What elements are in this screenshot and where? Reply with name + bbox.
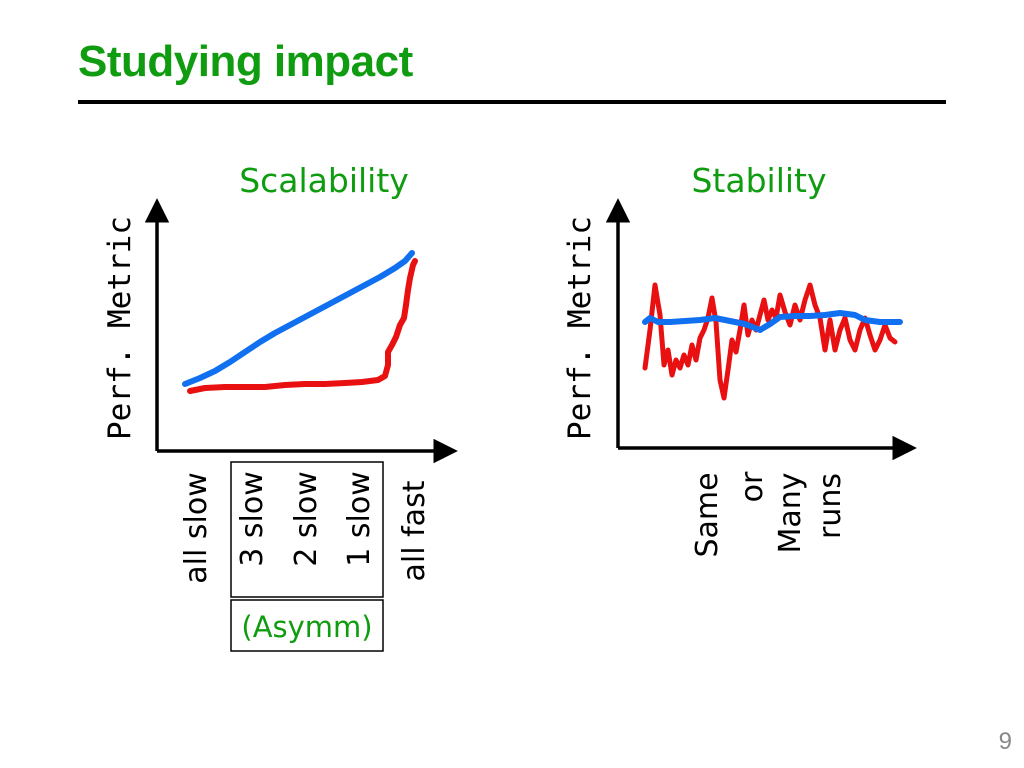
scalability-title: Scalability	[239, 161, 409, 200]
title-divider	[78, 100, 946, 104]
scalability-tick-2-slow: 2 slow	[289, 471, 324, 566]
scalability-tick-all-slow: all slow	[179, 472, 214, 583]
stability-x-label-same: Same	[690, 472, 725, 557]
stability-x-label-many: Many	[773, 472, 808, 553]
stability-chart: Stability Perf. Metric Same or Many runs	[562, 161, 917, 558]
scalability-series-red	[187, 258, 418, 394]
slide-title: Studying impact	[78, 37, 413, 86]
stability-series-red	[642, 282, 898, 401]
scalability-tick-1-slow: 1 slow	[342, 471, 377, 566]
asymm-label: (Asymm)	[241, 610, 372, 644]
scalability-y-label: Perf. Metric	[102, 216, 138, 440]
stability-x-label-or: or	[735, 471, 770, 502]
scalability-tick-all-fast: all fast	[397, 480, 432, 581]
stability-x-label-runs: runs	[813, 473, 848, 539]
asymm-label-box	[230, 599, 384, 652]
scalability-tick-3-slow: 3 slow	[235, 471, 270, 566]
stability-title: Stability	[691, 161, 826, 200]
stability-y-label: Perf. Metric	[562, 216, 598, 440]
asymm-group-box	[230, 461, 384, 598]
scalability-series-blue	[182, 250, 415, 387]
scalability-chart: Scalability Perf. Metric all slow 3 slow…	[102, 161, 458, 652]
stability-series-blue	[642, 310, 903, 333]
page-number: 9	[998, 728, 1012, 755]
